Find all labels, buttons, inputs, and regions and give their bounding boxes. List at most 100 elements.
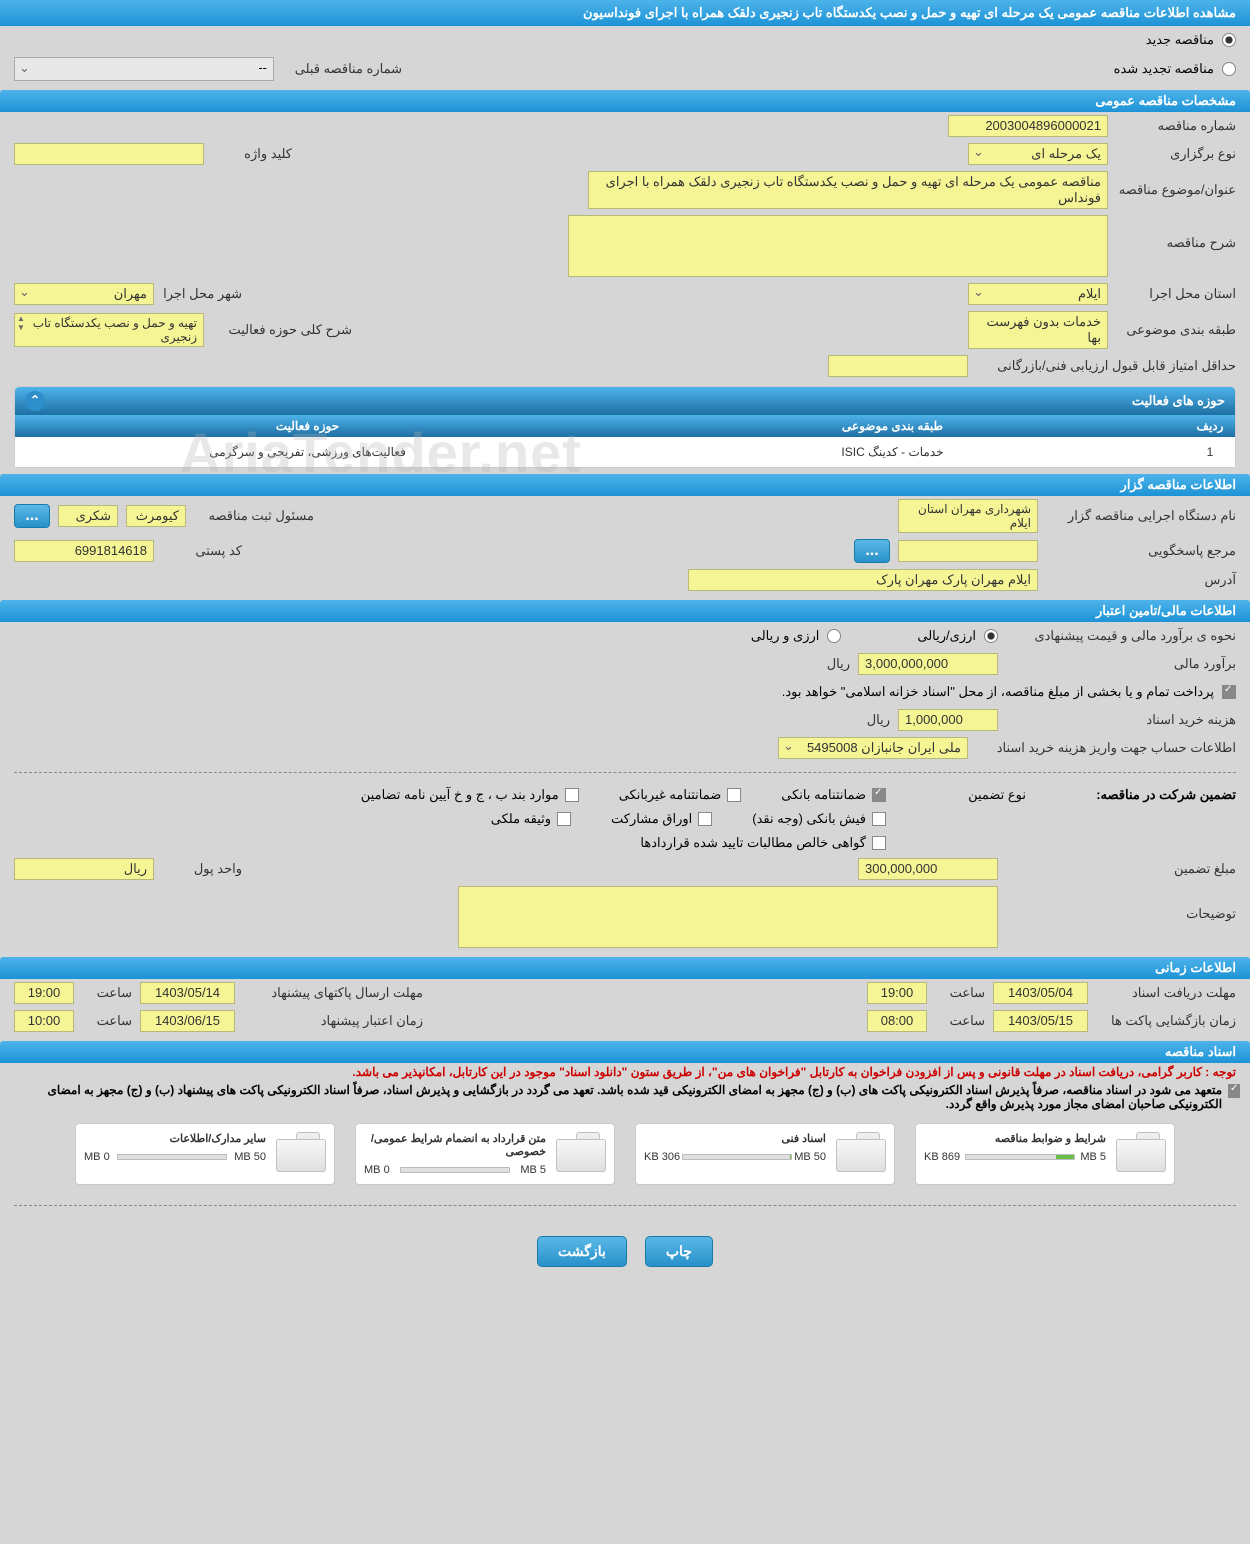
documents-note-2: متعهد می شود در اسناد مناقصه، صرفاً پذیر…	[0, 1081, 1222, 1113]
desc-label: شرح مناقصه	[1116, 215, 1236, 251]
city-select[interactable]: مهران	[14, 283, 154, 305]
notes-label: توضیحات	[1006, 886, 1236, 922]
file-info: سایر مدارک/اطلاعات 50 MB 0 MB	[84, 1132, 266, 1176]
g-property-checkbox[interactable]	[557, 812, 571, 826]
back-button[interactable]: بازگشت	[537, 1236, 627, 1267]
postal-value: 6991814618	[14, 540, 154, 562]
tender-mode-row-2: مناقصه تجدید شده شماره مناقصه قبلی --	[0, 54, 1250, 84]
activity-panel-header: حوزه های فعالیت ⌃	[15, 387, 1235, 415]
scope-value[interactable]: تهیه و حمل و نصب یکدستگاه تاب زنجیری	[14, 313, 204, 347]
desc-textarea[interactable]	[568, 215, 1108, 277]
rial-radio[interactable]	[984, 629, 998, 643]
tender-no-label: شماره مناقصه	[1116, 118, 1236, 134]
row-account: اطلاعات حساب جهت واریز هزینه خرید اسناد …	[0, 734, 1250, 762]
g-cash-checkbox[interactable]	[872, 812, 886, 826]
collapse-icon[interactable]: ⌃	[25, 391, 45, 411]
open-date: 1403/05/15	[993, 1010, 1088, 1032]
type-select[interactable]: یک مرحله ای	[968, 143, 1108, 165]
file-card[interactable]: سایر مدارک/اطلاعات 50 MB 0 MB	[75, 1123, 335, 1185]
time-label-2: ساعت	[82, 985, 132, 1001]
folder-icon	[1116, 1132, 1166, 1172]
validity-date: 1403/06/15	[140, 1010, 235, 1032]
page-title: مشاهده اطلاعات مناقصه عمومی یک مرحله ای …	[583, 5, 1236, 20]
g-bylaw-checkbox[interactable]	[565, 788, 579, 802]
file-info: شرایط و ضوابط مناقصه 5 MB 869 KB	[924, 1132, 1106, 1176]
folder-icon	[276, 1132, 326, 1172]
g-receivables-checkbox[interactable]	[872, 836, 886, 850]
g-property-label: وثیقه ملکی	[491, 811, 551, 827]
col-row: ردیف	[1185, 415, 1235, 437]
g-bank-checkbox[interactable]	[872, 788, 886, 802]
renewed-tender-label: مناقصه تجدید شده	[1114, 61, 1214, 77]
activity-table-head: ردیف طبقه بندی موضوعی حوزه فعالیت	[15, 415, 1235, 437]
row-tender-no: شماره مناقصه 2003004896000021	[0, 112, 1250, 140]
agree-checkbox[interactable]	[1228, 1084, 1240, 1098]
file-card[interactable]: شرایط و ضوابط مناقصه 5 MB 869 KB	[915, 1123, 1175, 1185]
renewed-tender-radio[interactable]	[1222, 62, 1236, 76]
resp-label: مسئول ثبت مناقصه	[194, 508, 314, 524]
resp-last: شکری	[58, 505, 118, 527]
prev-number-select[interactable]: --	[14, 57, 274, 81]
notes-textarea[interactable]	[458, 886, 998, 948]
file-card[interactable]: متن قرارداد به انضمام شرایط عمومی/خصوصی …	[355, 1123, 615, 1185]
g-nonbank-label: ضمانتنامه غیربانکی	[619, 787, 722, 803]
file-card[interactable]: اسناد فنی 50 MB 306 KB	[635, 1123, 895, 1185]
postal-label: کد پستی	[162, 543, 242, 559]
col-category: طبقه بندی موضوعی	[600, 415, 1185, 437]
print-button[interactable]: چاپ	[645, 1236, 713, 1267]
province-label: استان محل اجرا	[1116, 286, 1236, 302]
estimate-value: 3,000,000,000	[858, 653, 998, 675]
documents-note-2-wrap: متعهد می شود در اسناد مناقصه، صرفاً پذیر…	[0, 1081, 1250, 1113]
cell-activity: فعالیت‌های ورزشی، تفریحی و سرگرمی	[15, 443, 600, 461]
validity-label: زمان اعتبار پیشنهاد	[243, 1013, 423, 1029]
g-shares-checkbox[interactable]	[698, 812, 712, 826]
divider-bottom	[14, 1205, 1236, 1206]
file-size: 306 KB	[644, 1151, 680, 1163]
doc-cost-currency: ریال	[867, 712, 890, 728]
province-select[interactable]: ایلام	[968, 283, 1108, 305]
file-bar-fill	[790, 1155, 791, 1159]
doc-deadline-time: 19:00	[867, 982, 927, 1004]
row-province-city: استان محل اجرا ایلام شهر محل اجرا مهران	[0, 280, 1250, 308]
activity-panel: حوزه های فعالیت ⌃ ردیف طبقه بندی موضوعی …	[14, 386, 1236, 468]
guarantee-currency-value: ریال	[14, 858, 154, 880]
new-tender-radio[interactable]	[1222, 33, 1236, 47]
row-payment-note: پرداخت تمام و یا بخشی از مبلغ مناقصه، از…	[0, 678, 1250, 706]
section-header-registrar: اطلاعات مناقصه گزار	[0, 474, 1250, 496]
resp-more-button[interactable]: ...	[14, 504, 50, 528]
row-org: نام دستگاه اجرایی مناقصه گزار شهرداری مه…	[0, 496, 1250, 536]
section-header-time: اطلاعات زمانی	[0, 957, 1250, 979]
estimate-method-label: نحوه ی برآورد مالی و قیمت پیشنهادی	[1006, 628, 1236, 644]
section-header-financial: اطلاعات مالی/تامین اعتبار	[0, 600, 1250, 622]
guarantee-row-1: تضمین شرکت در مناقصه: نوع تضمین ضمانتنام…	[0, 783, 1250, 807]
fx-label: ارزی و ریالی	[751, 628, 820, 644]
min-score-label: حداقل امتیاز قابل قبول ارزیابی فنی/بازرگ…	[976, 358, 1236, 374]
category-label: طبقه بندی موضوعی	[1116, 322, 1236, 338]
resp-first: کیومرث	[126, 505, 186, 527]
accountable-more-button[interactable]: ...	[854, 539, 890, 563]
file-title: شرایط و ضوابط مناقصه	[924, 1132, 1106, 1145]
accountable-label: مرجع پاسخگویی	[1046, 543, 1236, 559]
row-desc: شرح مناقصه	[0, 212, 1250, 280]
file-info: اسناد فنی 50 MB 306 KB	[644, 1132, 826, 1176]
org-label: نام دستگاه اجرایی مناقصه گزار	[1046, 508, 1236, 524]
page-title-bar: مشاهده اطلاعات مناقصه عمومی یک مرحله ای …	[0, 0, 1250, 26]
guarantee-row-3: گواهی خالص مطالبات تایید شده قراردادها	[0, 831, 1250, 855]
address-value: ایلام مهران پارک مهران پارک	[688, 569, 1038, 591]
row-notes: توضیحات	[0, 883, 1250, 951]
payment-note: پرداخت تمام و یا بخشی از مبلغ مناقصه، از…	[782, 684, 1214, 700]
tender-no-value: 2003004896000021	[948, 115, 1108, 137]
account-select[interactable]: ملی ایران جانبازان 5495008	[778, 737, 968, 759]
min-score-value[interactable]	[828, 355, 968, 377]
fx-radio[interactable]	[827, 629, 841, 643]
guarantee-amount-label: مبلغ تضمین	[1006, 861, 1236, 877]
file-cap: 50 MB	[234, 1151, 266, 1163]
keyword-input[interactable]	[14, 143, 204, 165]
g-nonbank-checkbox[interactable]	[727, 788, 741, 802]
submit-deadline-date: 1403/05/14	[140, 982, 235, 1004]
section-header-general: مشخصات مناقصه عمومی	[0, 90, 1250, 112]
g-receivables-label: گواهی خالص مطالبات تایید شده قراردادها	[640, 835, 866, 851]
city-label: شهر محل اجرا	[162, 286, 242, 302]
treasury-checkbox[interactable]	[1222, 685, 1236, 699]
submit-deadline-time: 19:00	[14, 982, 74, 1004]
